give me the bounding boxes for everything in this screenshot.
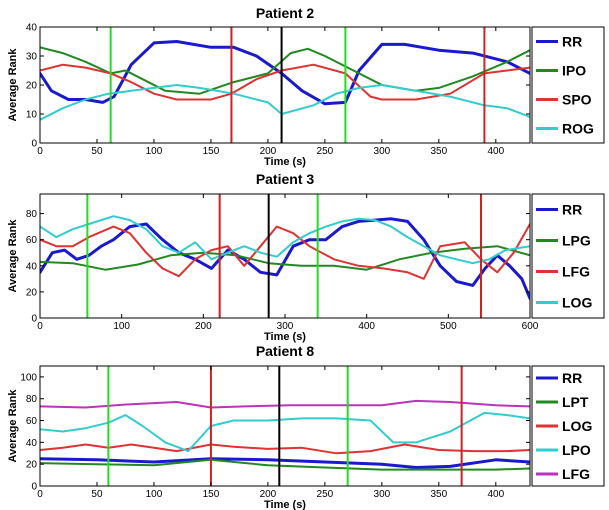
legend-label-spo: SPO xyxy=(562,92,592,108)
legend: RR IPO SPO ROG xyxy=(531,26,605,144)
x-tick-label: 300 xyxy=(374,489,391,500)
x-tick-label: 100 xyxy=(146,146,163,157)
legend-label-log: LOG xyxy=(562,295,592,311)
x-tick-label: 350 xyxy=(430,146,447,157)
y-tick-label: 30 xyxy=(26,52,38,63)
y-tick-label: 0 xyxy=(31,482,37,493)
x-tick-label: 100 xyxy=(146,489,163,500)
x-tick-label: 100 xyxy=(113,321,130,332)
series-line-log xyxy=(40,215,530,265)
x-axis-label: Time (s) xyxy=(264,499,306,510)
x-tick-label: 350 xyxy=(430,489,447,500)
x-tick-label: 0 xyxy=(37,321,43,332)
y-tick-label: 80 xyxy=(26,394,38,405)
x-tick-label: 400 xyxy=(358,321,375,332)
legend-label-ipo: IPO xyxy=(562,63,586,79)
legend-label-rog: ROG xyxy=(562,121,594,137)
y-tick-label: 20 xyxy=(26,81,38,92)
plot-content xyxy=(40,194,530,318)
legend-label-rr: RR xyxy=(562,34,582,50)
x-tick-label: 400 xyxy=(487,146,504,157)
y-axis-label: Average Rank xyxy=(7,219,19,293)
legend-label-lfg: LFG xyxy=(562,466,590,482)
y-tick-label: 60 xyxy=(26,235,38,246)
plot-area xyxy=(40,27,530,143)
chart-panel-2: Patient 3 0 100 200 300 400 500 600 0 20 40 60 80 Tim… xyxy=(7,171,605,343)
plot-content xyxy=(40,27,530,143)
legend: RR LPT LOG LPO LFG xyxy=(531,365,605,487)
series-line-rr xyxy=(40,217,530,300)
y-tick-label: 10 xyxy=(26,110,38,121)
y-tick-label: 100 xyxy=(20,372,37,383)
axes-frame xyxy=(39,365,531,487)
y-tick-label: 80 xyxy=(26,209,38,220)
x-tick-label: 200 xyxy=(260,489,277,500)
plot-area xyxy=(40,366,530,486)
y-axis-label: Average Rank xyxy=(7,389,19,463)
plot-area xyxy=(40,194,530,318)
series-line-rog xyxy=(40,84,530,121)
y-axis-label: Average Rank xyxy=(7,48,19,122)
x-tick-label: 150 xyxy=(203,489,220,500)
y-tick-label: 40 xyxy=(26,438,38,449)
chart-title: Patient 8 xyxy=(256,343,315,359)
legend-label-lpg: LPG xyxy=(562,233,591,249)
legend-label-rr: RR xyxy=(562,202,582,218)
x-tick-label: 600 xyxy=(522,321,539,332)
series-line-lpo xyxy=(40,411,530,453)
x-tick-label: 200 xyxy=(260,146,277,157)
legend-label-lpt: LPT xyxy=(562,394,589,410)
x-tick-label: 300 xyxy=(374,146,391,157)
legend-label-rr: RR xyxy=(562,370,582,386)
x-tick-label: 250 xyxy=(317,146,334,157)
x-axis-label: Time (s) xyxy=(264,156,306,168)
y-tick-label: 0 xyxy=(31,139,37,150)
legend-box xyxy=(531,26,605,144)
y-tick-label: 20 xyxy=(26,287,38,298)
series-line-lpt xyxy=(40,458,530,471)
x-tick-label: 50 xyxy=(91,146,103,157)
chart-title: Patient 2 xyxy=(256,5,315,21)
x-tick-label: 500 xyxy=(440,321,457,332)
x-tick-label: 200 xyxy=(195,321,212,332)
legend: RR LPG LFG LOG xyxy=(531,193,605,319)
series-line-rr xyxy=(40,457,530,469)
x-tick-label: 300 xyxy=(277,321,294,332)
y-tick-label: 60 xyxy=(26,416,38,427)
series-line-lfg xyxy=(40,399,530,409)
series-line-rr xyxy=(40,40,530,106)
legend-label-log: LOG xyxy=(562,418,592,434)
x-axis-label: Time (s) xyxy=(264,331,306,343)
chart-title: Patient 3 xyxy=(256,171,315,187)
chart-panel-3: Patient 8 0 50 100 150 200 250 300 350 400 0 20 40 60… xyxy=(7,343,605,510)
series-line-log xyxy=(40,443,530,455)
x-tick-label: 0 xyxy=(37,146,43,157)
x-tick-label: 50 xyxy=(91,489,103,500)
y-tick-label: 40 xyxy=(26,23,38,34)
x-tick-label: 250 xyxy=(317,489,334,500)
y-tick-label: 20 xyxy=(26,460,38,471)
series-line-lpg xyxy=(40,245,530,271)
y-tick-label: 0 xyxy=(31,314,37,325)
x-tick-label: 0 xyxy=(37,489,43,500)
legend-box xyxy=(531,193,605,319)
series-line-ipo xyxy=(40,46,530,95)
x-tick-label: 150 xyxy=(203,146,220,157)
chart-panel-1: Patient 2 0 50 100 150 200 250 300 350 400 0 10 20 30… xyxy=(7,5,605,168)
legend-label-lpo: LPO xyxy=(562,442,591,458)
plot-content xyxy=(40,366,530,486)
y-tick-label: 40 xyxy=(26,261,38,272)
legend-label-lfg: LFG xyxy=(562,264,590,280)
x-tick-label: 400 xyxy=(487,489,504,500)
